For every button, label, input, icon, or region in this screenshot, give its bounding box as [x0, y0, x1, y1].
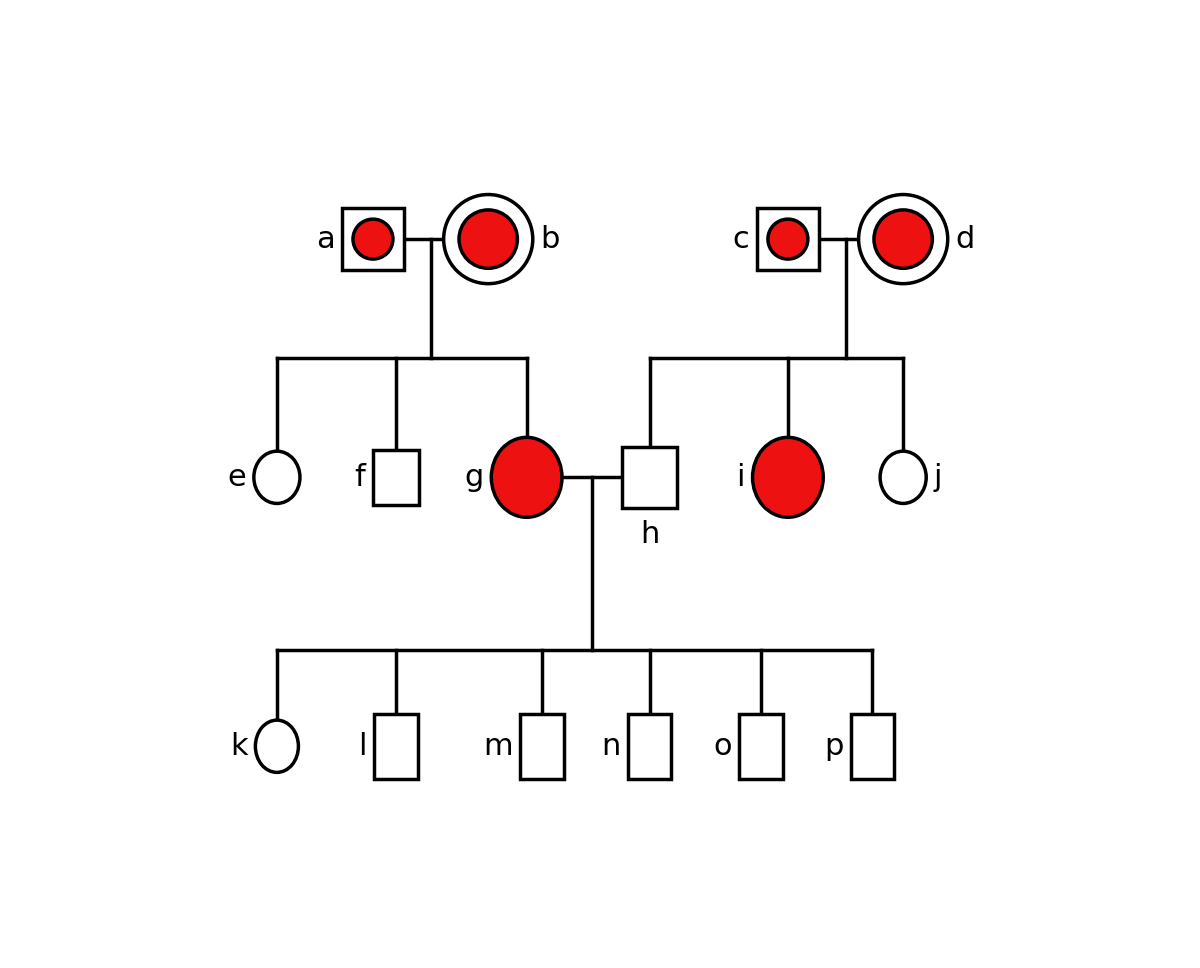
Text: d: d — [955, 225, 974, 254]
Bar — [851, 714, 894, 778]
Ellipse shape — [256, 720, 299, 772]
Ellipse shape — [752, 438, 823, 517]
Text: i: i — [737, 463, 745, 492]
Text: a: a — [316, 225, 335, 254]
Bar — [757, 208, 818, 270]
Text: b: b — [540, 225, 560, 254]
Bar — [342, 208, 403, 270]
Text: c: c — [733, 225, 750, 254]
Text: o: o — [713, 732, 732, 761]
Bar — [373, 450, 419, 505]
Text: m: m — [484, 732, 512, 761]
Ellipse shape — [353, 219, 392, 259]
Ellipse shape — [460, 210, 517, 268]
Ellipse shape — [858, 195, 948, 284]
Ellipse shape — [444, 195, 533, 284]
Text: n: n — [601, 732, 620, 761]
Ellipse shape — [874, 210, 932, 268]
Text: l: l — [359, 732, 367, 761]
Bar — [628, 714, 671, 778]
Text: e: e — [228, 463, 246, 492]
Bar — [374, 714, 418, 778]
Text: k: k — [230, 732, 247, 761]
Ellipse shape — [768, 219, 808, 259]
Ellipse shape — [254, 451, 300, 503]
Text: g: g — [464, 463, 484, 492]
Text: f: f — [354, 463, 365, 492]
Ellipse shape — [491, 438, 562, 517]
Bar — [521, 714, 564, 778]
Bar — [622, 446, 677, 508]
Text: j: j — [934, 463, 942, 492]
Ellipse shape — [880, 451, 926, 503]
Bar — [739, 714, 782, 778]
Text: p: p — [824, 732, 844, 761]
Text: h: h — [640, 520, 659, 549]
